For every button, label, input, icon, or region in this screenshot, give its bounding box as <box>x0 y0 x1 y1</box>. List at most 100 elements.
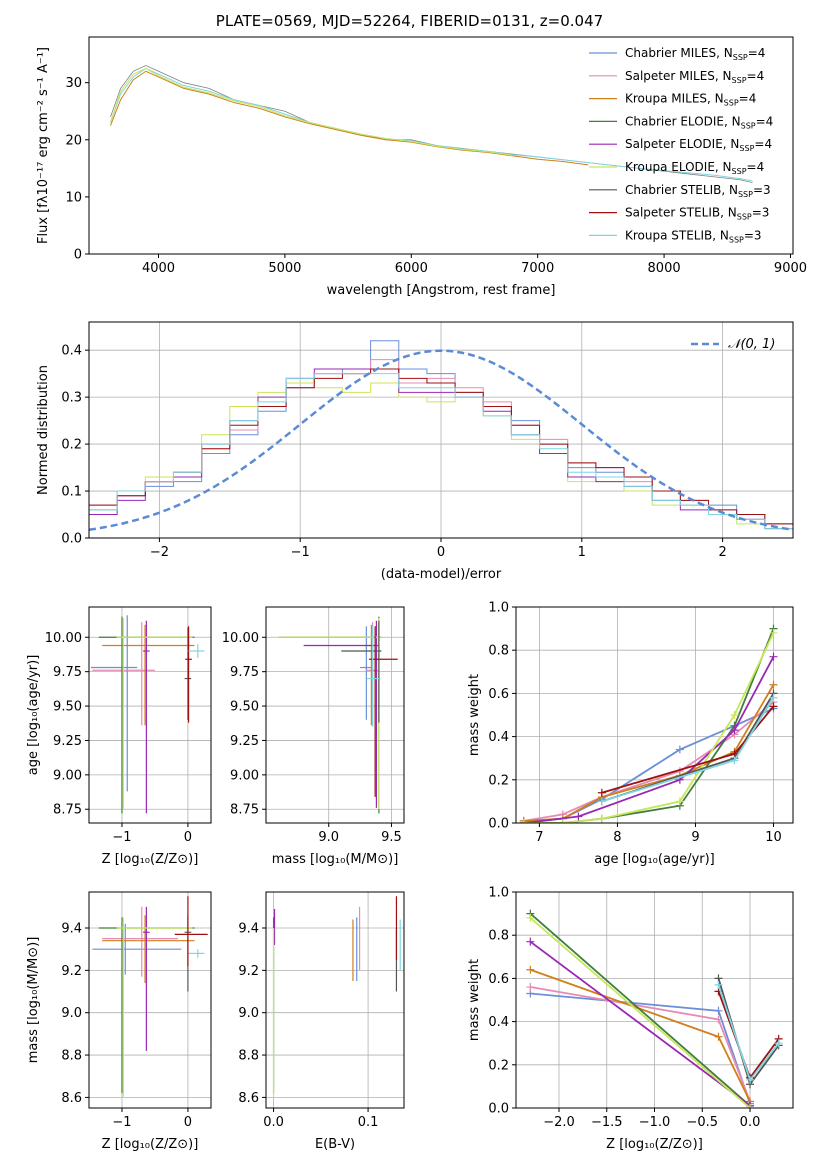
series-line <box>523 656 775 823</box>
data-point <box>597 788 606 797</box>
chart-spectrum: 4000 5000 6000 7000 8000 9000 0 10 20 30 wavelengt… <box>36 36 807 298</box>
tick-label-y: 0 <box>74 248 82 263</box>
tick-label-y: 9.0 <box>238 1006 259 1021</box>
tick-label-x: 1 <box>578 545 586 560</box>
series-line <box>523 701 775 822</box>
chart-mass-vs-EBV: 0.0 0.1 8.6 8.8 9.0 9.2 9.4 E(B-V) <box>238 891 405 1152</box>
tick-label-y: 9.4 <box>238 922 259 937</box>
plot-area <box>110 65 753 184</box>
tick-label-y: 0.3 <box>61 391 82 406</box>
tick-label-y: 9.25 <box>53 734 82 749</box>
plot-area <box>526 909 783 1108</box>
data-point <box>714 980 723 989</box>
tick-label-y: 10.00 <box>45 631 82 646</box>
tick-label-x: 10 <box>765 830 782 845</box>
tick-label-x: 7 <box>535 830 543 845</box>
axis-label-y: mass [log₁₀(M/M⊙)] <box>26 937 41 1064</box>
data-point <box>769 628 778 637</box>
tick-label-x: 8 <box>613 830 621 845</box>
data-point <box>774 1039 783 1048</box>
tick-label-x: 0 <box>184 830 192 845</box>
tick-label-y: 9.4 <box>61 922 82 937</box>
tick-label-x: 9000 <box>774 261 807 276</box>
data-point <box>769 702 778 711</box>
tick-label-x: −0.5 <box>686 1115 718 1130</box>
tick-label-x: 0 <box>184 1115 192 1130</box>
axis-label-x: Z [log₁₀(Z/Z⊙)] <box>606 1137 703 1152</box>
axis-label-x: (data-model)/error <box>381 567 502 582</box>
data-point <box>526 937 535 946</box>
tick-label-x: −2 <box>150 545 169 560</box>
tick-label-y: 9.25 <box>230 734 259 749</box>
figure-title: PLATE=0569, MJD=52264, FIBERID=0131, z=0… <box>215 12 604 30</box>
data-point <box>714 1006 723 1015</box>
tick-label-y: 0.4 <box>61 344 82 359</box>
tick-label-y: 8.8 <box>61 1049 82 1064</box>
tick-label-x: 9.5 <box>381 830 402 845</box>
tick-label-y: 8.6 <box>61 1091 82 1106</box>
legend-label: 𝒩(0, 1) <box>728 337 775 352</box>
tick-label-x: −2.0 <box>543 1115 575 1130</box>
data-point <box>714 1032 723 1041</box>
chart-age-vs-mass: 9.0 9.5 8.75 9.00 9.25 9.50 9.75 10.00 mass [log… <box>222 606 405 867</box>
tick-label-y: 0.2 <box>488 1058 509 1073</box>
plot-area <box>272 896 401 1098</box>
tick-label-y: 9.75 <box>53 665 82 680</box>
tick-label-y: 0.4 <box>488 1015 509 1030</box>
plot-area <box>278 616 398 814</box>
data-point <box>746 1104 755 1108</box>
chart-mass-vs-Z: −1 0 8.6 8.8 9.0 9.2 9.4 Z [log₁₀(Z/Z⊙)] mass [l… <box>26 891 212 1152</box>
data-point <box>558 819 567 823</box>
data-point <box>746 1075 755 1084</box>
tick-label-y: 10.00 <box>222 631 259 646</box>
tick-label-x: −1 <box>112 830 131 845</box>
legend-label: Salpeter ELODIE, NSSP=4 <box>625 137 772 153</box>
data-point <box>730 756 739 765</box>
axes-frame <box>88 606 212 824</box>
legend-label: Chabrier ELODIE, NSSP=4 <box>625 114 773 130</box>
data-point <box>526 913 535 922</box>
tick-label-y: 0.2 <box>61 438 82 453</box>
tick-label-x: −1.0 <box>639 1115 671 1130</box>
tick-label-y: 0.0 <box>61 532 82 547</box>
tick-label-y: 0.1 <box>61 485 82 500</box>
data-point <box>519 819 528 823</box>
axis-label-y: mass weight <box>467 674 482 756</box>
tick-label-y: 0.8 <box>488 929 509 944</box>
tick-label-y: 1.0 <box>488 601 509 616</box>
legend-label: Kroupa STELIB, NSSP=3 <box>625 228 762 244</box>
axes-frame <box>265 606 405 824</box>
tick-label-y: 8.6 <box>238 1091 259 1106</box>
tick-label-y: 9.00 <box>53 768 82 783</box>
tick-label-y: 20 <box>65 133 82 148</box>
tick-label-y: 9.2 <box>61 964 82 979</box>
series-line <box>529 917 751 1108</box>
plot-area <box>90 615 205 814</box>
series-line <box>529 940 751 1107</box>
tick-label-x: 9.0 <box>318 830 339 845</box>
axes-frame <box>515 606 794 824</box>
data-point <box>597 797 606 806</box>
axis-label-y: age [log₁₀(age/yr)] <box>26 655 41 776</box>
data-point <box>574 812 583 821</box>
plot-area <box>89 340 793 532</box>
tick-label-y: 8.8 <box>238 1049 259 1064</box>
tick-label-x: 9 <box>691 830 699 845</box>
axis-label-x: Z [log₁₀(Z/Z⊙)] <box>102 852 199 867</box>
tick-label-x: 0.0 <box>740 1115 761 1130</box>
series-line <box>717 978 780 1087</box>
axis-label-x: mass [log₁₀(M/M⊙)] <box>272 852 399 867</box>
tick-label-y: 0.6 <box>488 687 509 702</box>
data-point <box>526 983 535 992</box>
tick-label-x: 0.1 <box>358 1115 379 1130</box>
data-point <box>526 965 535 974</box>
plot-area <box>92 896 208 1098</box>
data-point <box>769 680 778 689</box>
chart-mass-weight-vs-Z: −2.0 −1.5 −1.0 −0.5 0.0 0.0 0.2 0.4 0.6 0.8 1.0 Z [… <box>467 886 794 1152</box>
tick-label-y: 0.8 <box>488 644 509 659</box>
series-line <box>717 984 780 1082</box>
tick-label-x: 0 <box>437 545 445 560</box>
tick-label-y: 9.00 <box>230 768 259 783</box>
axis-label-y: Normed distribution <box>36 365 51 495</box>
